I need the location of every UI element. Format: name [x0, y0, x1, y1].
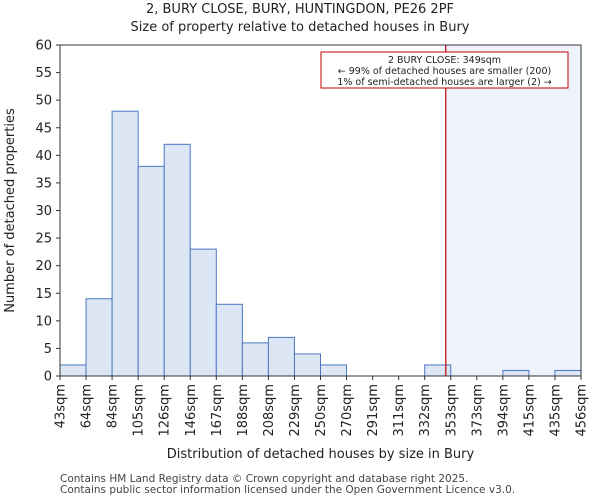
bar-84sqm: [111, 110, 139, 377]
y-tick-label: 5: [44, 342, 52, 357]
x-tick-label: 208sqm: [262, 384, 277, 437]
bar-394sqm: [502, 369, 530, 377]
x-tick-label: 311sqm: [392, 384, 407, 437]
y-tick-label: 0: [44, 370, 52, 385]
y-tick-label: 50: [35, 94, 52, 109]
x-tick-label: 167sqm: [210, 384, 225, 437]
x-tick-label: 456sqm: [575, 384, 590, 437]
y-tick-label: 30: [35, 204, 52, 219]
x-tick-label: 250sqm: [314, 384, 329, 437]
y-axis-label: Number of detached properties: [3, 108, 18, 313]
y-tick-label: 35: [35, 176, 52, 191]
bar-64sqm: [85, 298, 113, 377]
y-tick-label: 55: [35, 66, 52, 81]
x-tick-label: 435sqm: [548, 384, 563, 437]
plot-area-frame: [59, 44, 582, 377]
bar-167sqm: [215, 303, 243, 377]
x-tick-label: 43sqm: [54, 384, 69, 428]
bar-105sqm: [137, 165, 165, 377]
bar-188sqm: [241, 342, 269, 377]
x-tick-label: 270sqm: [340, 384, 355, 437]
bar-43sqm: [59, 364, 87, 377]
bar-435sqm: [554, 369, 582, 377]
annotation-line-2: ← 99% of detached houses are smaller (20…: [338, 66, 551, 77]
bar-126sqm: [163, 143, 191, 377]
larger-properties-region: [445, 45, 581, 376]
x-tick-label: 229sqm: [288, 384, 303, 437]
x-tick-label: 64sqm: [80, 384, 95, 428]
x-tick-label: 394sqm: [496, 384, 511, 437]
x-tick-label: 146sqm: [184, 384, 199, 437]
bar-332sqm: [424, 364, 452, 377]
bar-229sqm: [293, 353, 322, 377]
x-axis-label: Distribution of detached houses by size …: [167, 447, 475, 462]
y-tick-label: 25: [35, 232, 52, 247]
footer-line-2: Contains public sector information licen…: [60, 484, 516, 496]
x-tick-label: 188sqm: [236, 384, 251, 437]
y-tick-label: 20: [35, 259, 52, 274]
bar-250sqm: [320, 364, 348, 377]
annotation-line-3: 1% of semi-detached houses are larger (2…: [337, 77, 551, 88]
footer-line-1: Contains HM Land Registry data © Crown c…: [60, 473, 469, 485]
bar-208sqm: [267, 336, 295, 377]
chart-title: 2, BURY CLOSE, BURY, HUNTINGDON, PE26 2P…: [145, 2, 455, 17]
y-tick-label: 45: [35, 121, 52, 136]
x-tick-label: 415sqm: [522, 384, 537, 437]
annotation-box: 2 BURY CLOSE: 349sqm ← 99% of detached h…: [320, 51, 569, 89]
y-tick-label: 60: [35, 39, 52, 54]
y-tick-label: 10: [35, 314, 52, 329]
x-tick-label: 332sqm: [418, 384, 433, 437]
x-tick-label: 105sqm: [132, 384, 147, 437]
annotation-line-1: 2 BURY CLOSE: 349sqm: [388, 55, 501, 66]
chart-subtitle: Size of property relative to detached ho…: [130, 20, 470, 35]
x-tick-label: 291sqm: [366, 384, 381, 437]
x-tick-label: 126sqm: [158, 384, 173, 437]
bar-146sqm: [189, 248, 217, 377]
y-tick-label: 40: [35, 149, 52, 164]
y-tick-label: 15: [35, 287, 52, 302]
x-tick-label: 84sqm: [106, 384, 121, 428]
x-tick-label: 353sqm: [444, 384, 459, 437]
x-tick-label: 373sqm: [470, 384, 485, 437]
